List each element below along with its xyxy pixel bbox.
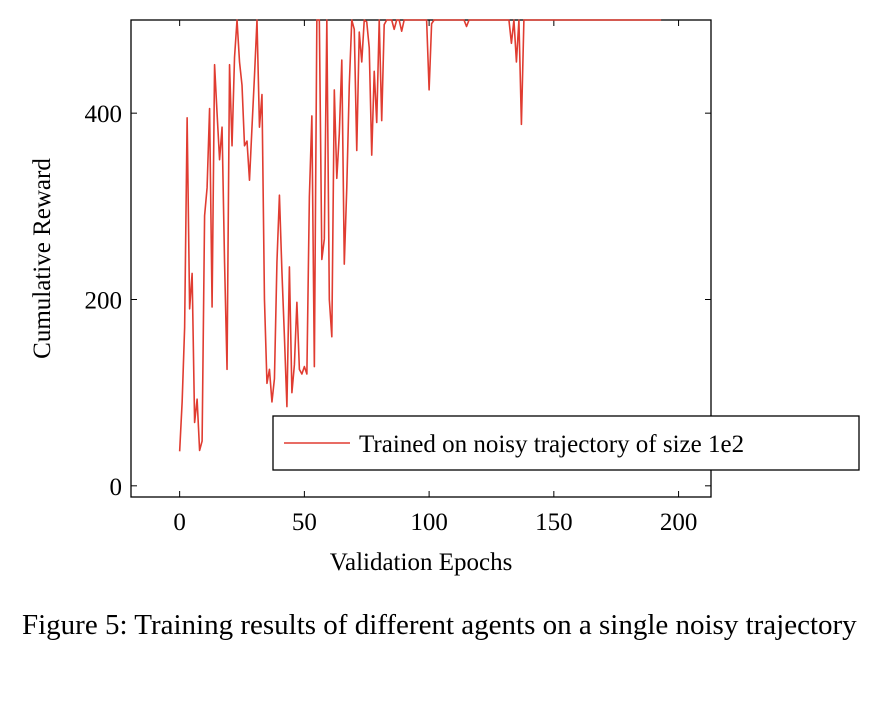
series-line-noisy-trajectory xyxy=(178,19,662,452)
axis-tick-labels: 0 50 100 150 200 0 200 400 xyxy=(85,101,698,536)
y-tick-label: 200 xyxy=(85,287,123,314)
y-axis-title: Cumulative Reward xyxy=(29,158,56,359)
x-tick-label: 100 xyxy=(410,509,448,536)
x-tick-label: 150 xyxy=(535,509,573,536)
line-chart: 0 50 100 150 200 0 200 400 Validation Epochs Cu… xyxy=(29,19,860,576)
y-tick-label: 0 xyxy=(110,474,123,501)
legend: Trained on noisy trajectory of size 1e2 xyxy=(272,415,860,471)
x-tick-label: 0 xyxy=(173,509,186,536)
legend-box xyxy=(272,415,860,471)
axis-ticks xyxy=(131,20,711,497)
y-tick-label: 400 xyxy=(85,101,123,128)
figure-caption: Figure 5: Training results of different … xyxy=(22,609,857,641)
x-axis-title: Validation Epochs xyxy=(330,549,513,576)
x-tick-label: 200 xyxy=(660,509,698,536)
legend-label: Trained on noisy trajectory of size 1e2 xyxy=(359,431,744,458)
x-tick-label: 50 xyxy=(292,509,317,536)
